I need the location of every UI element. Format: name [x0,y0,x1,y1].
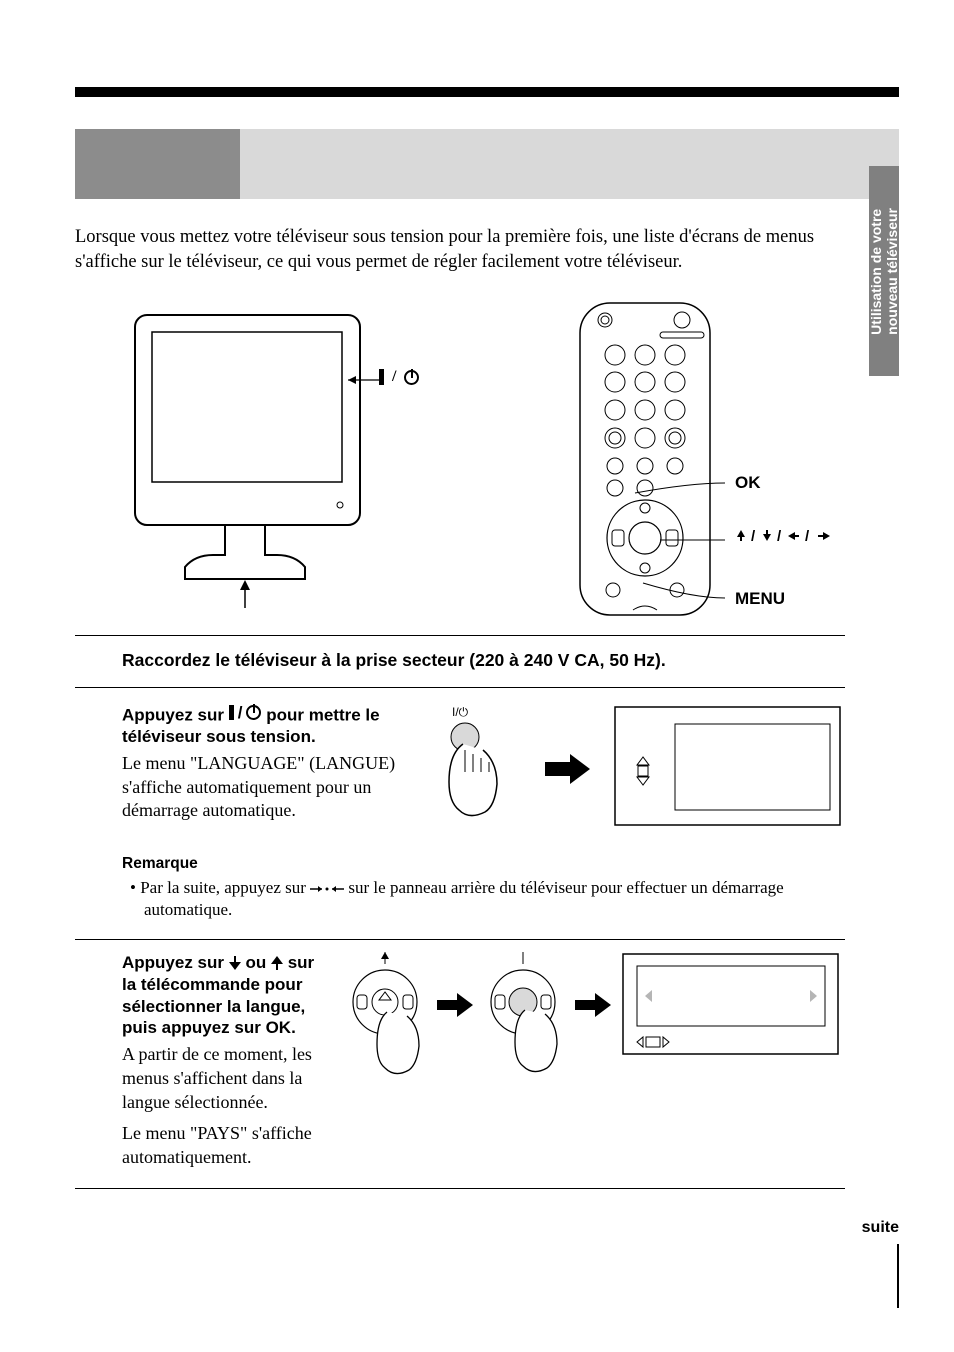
step-1-title: Raccordez le téléviseur à la prise secte… [122,650,845,671]
side-tab-line2: nouveau téléviseur [884,208,900,335]
arrow-up-icon [271,956,283,970]
remote-label-menu: MENU [735,589,785,609]
tv-illustration [130,310,380,610]
step-3-body1: A partir de ce moment, les menus s'affic… [122,1043,325,1114]
text: Par la suite, appuyez sur [140,878,310,897]
remote-label-arrows: / / / [735,528,855,546]
step-3: Appuyez sur ou sur la télécommande pour … [75,940,845,1188]
step-2: Appuyez sur / pour mettre le téléviseur … [75,688,845,855]
step-2-title: Appuyez sur / pour mettre le téléviseur … [122,702,405,748]
arrow-down-icon [229,956,241,970]
intro-text: Lorsque vous mettez votre téléviseur sou… [75,225,845,275]
step-2-body: Le menu "LANGUAGE" (LANGUE) s'affiche au… [122,752,405,823]
header-black-bar [75,87,899,97]
power-icon: / [229,702,262,724]
note-item: Par la suite, appuyez sur sur le panneau… [122,877,845,921]
reset-icon [310,883,344,895]
remote-label-ok: OK [735,473,761,493]
page: Utilisation de votre nouveau téléviseur … [0,0,954,1352]
step-1: Raccordez le téléviseur à la prise secte… [75,636,845,687]
continued-label: suite [862,1219,899,1237]
footer-vertical-line [897,1244,899,1308]
svg-text:/: / [751,528,756,544]
svg-text:/: / [805,528,810,544]
tv-power-label: / [379,368,419,386]
text: Appuyez sur [122,705,229,724]
step-2-note: Remarque Par la suite, appuyez sur sur l… [75,855,845,939]
rule [75,1188,845,1189]
svg-text:/: / [777,528,782,544]
note-heading: Remarque [122,855,845,873]
side-tab: Utilisation de votre nouveau téléviseur [869,166,899,376]
step-3-body2: Le menu "PAYS" s'affiche automatiquement… [122,1122,325,1170]
step-3-figure [345,952,845,1170]
step-3-title: Appuyez sur ou sur la télécommande pour … [122,952,325,1039]
svg-text:I/⏻: I/⏻ [452,705,469,719]
figure-area: / [75,300,845,620]
step-2-figure: I/⏻ [425,702,845,847]
header-grey-block [75,129,240,199]
remote-illustration [565,300,755,620]
side-tab-line1: Utilisation de votre [868,208,884,334]
steps: Raccordez le téléviseur à la prise secte… [75,635,845,1189]
